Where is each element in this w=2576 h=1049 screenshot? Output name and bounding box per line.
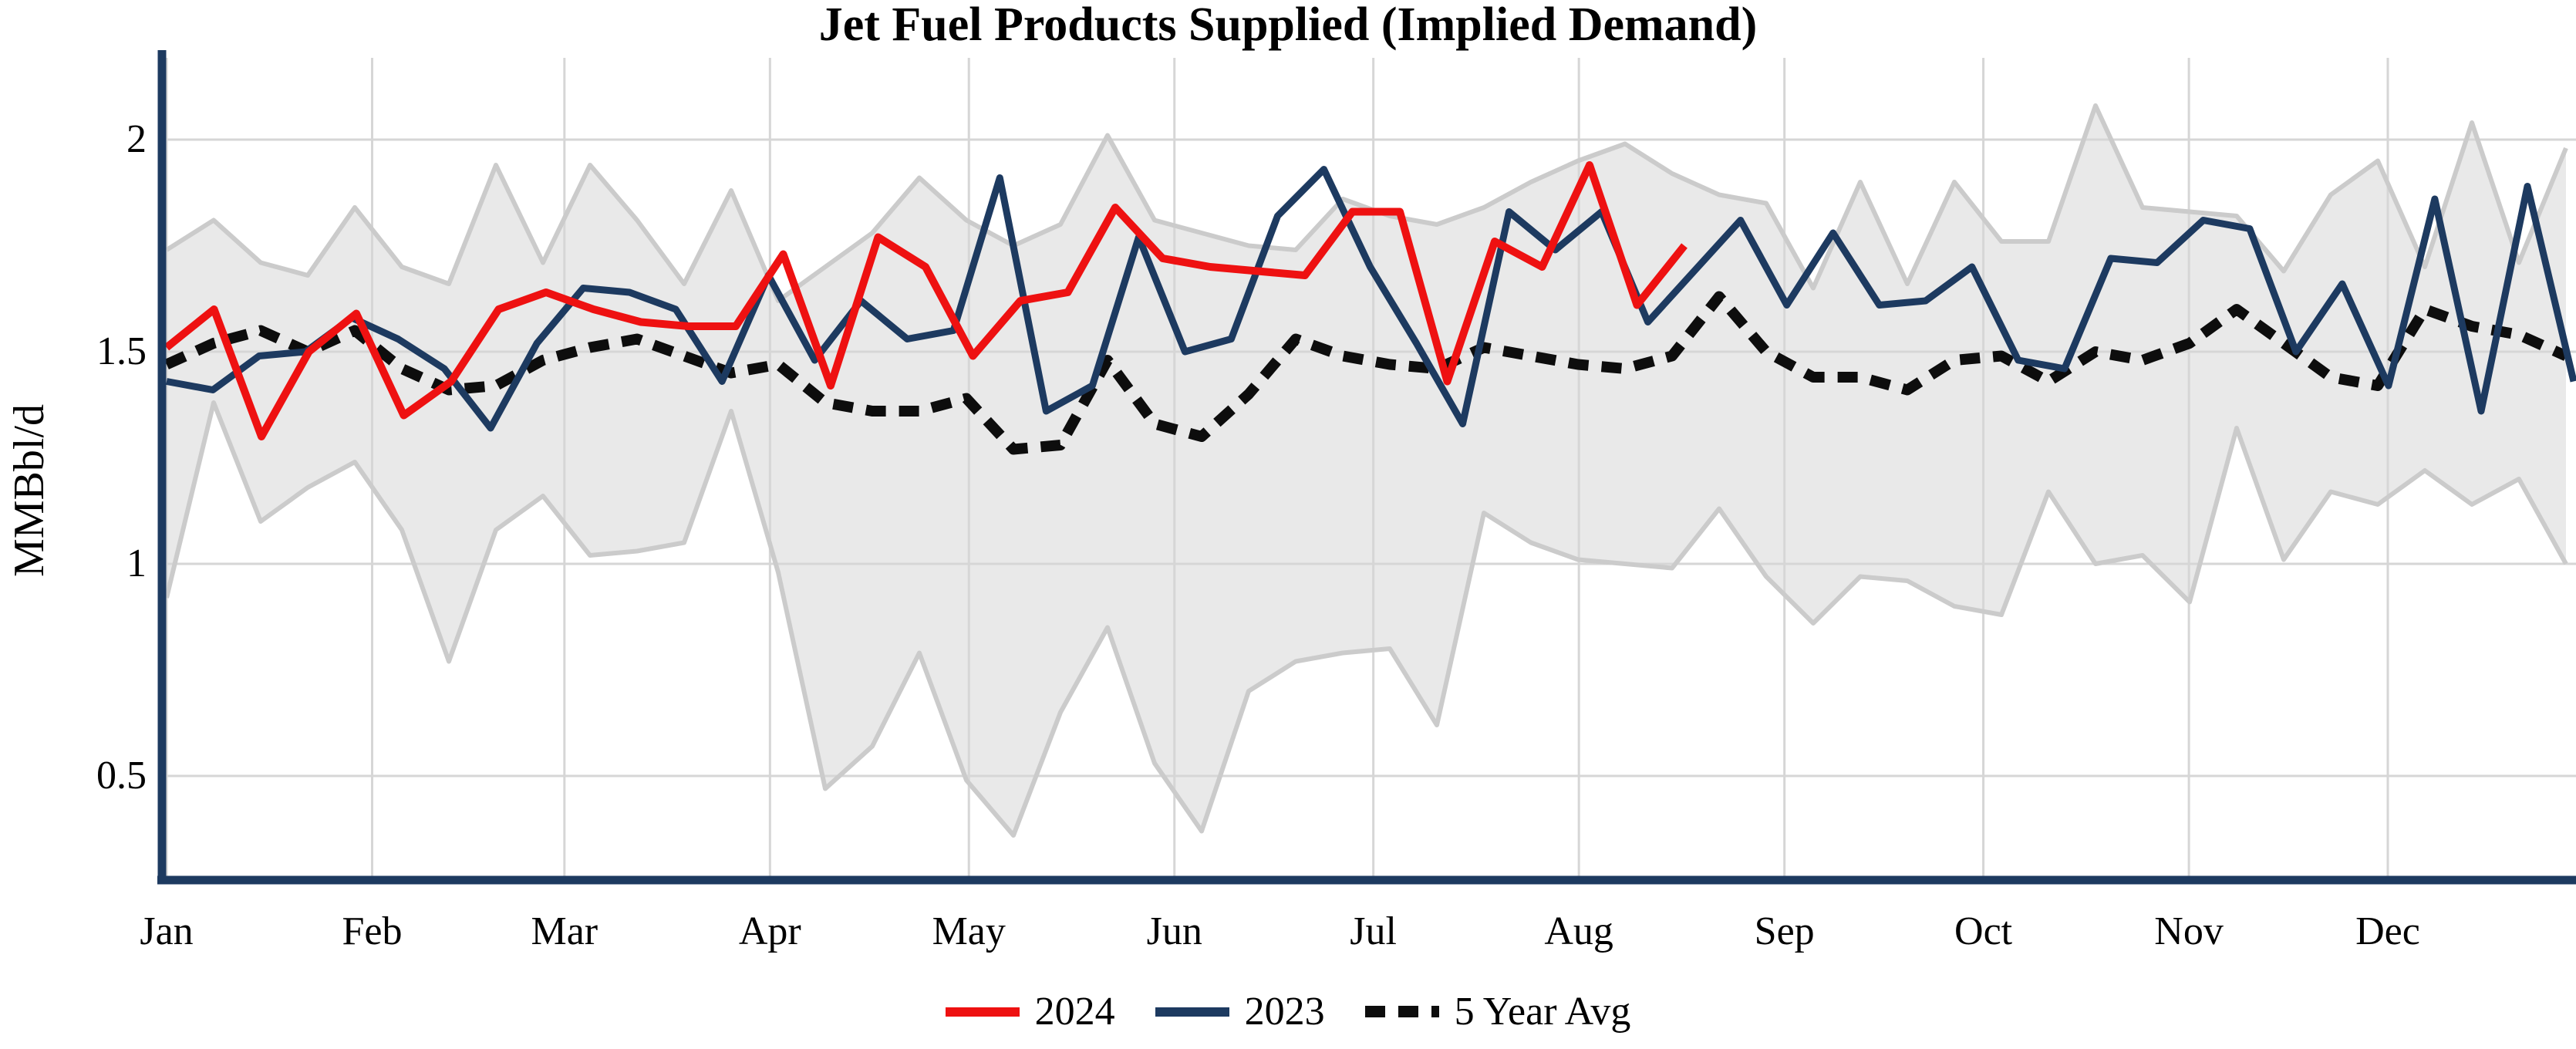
legend-item-5yr-avg: 5 Year Avg — [1364, 989, 1631, 1034]
legend-label-2023: 2023 — [1244, 990, 1325, 1034]
legend-swatch-2023 — [1155, 1007, 1229, 1017]
y-tick-label-1: 1 — [126, 541, 147, 585]
x-tick-label-may: May — [932, 909, 1006, 953]
legend-swatch-5yr-avg — [1364, 1006, 1439, 1017]
x-tick-label-feb: Feb — [342, 909, 403, 953]
y-tick-label-0.5: 0.5 — [96, 754, 147, 798]
y-tick-label-1.5: 1.5 — [96, 329, 147, 373]
legend-swatch-2024 — [945, 1007, 1020, 1017]
data-series-lines — [164, 161, 2576, 455]
legend-item-2023: 2023 — [1155, 989, 1325, 1034]
x-tick-label-nov: Nov — [2154, 909, 2224, 953]
legend-item-2024: 2024 — [945, 989, 1115, 1034]
x-tick-label-oct: Oct — [1954, 909, 2013, 953]
legend: 2024 2023 5 Year Avg — [0, 989, 2576, 1034]
x-tick-label-sep: Sep — [1754, 909, 1815, 953]
five-year-range-band-edges — [164, 103, 2568, 838]
x-tick-label-aug: Aug — [1544, 909, 1613, 953]
x-tick-label-dec: Dec — [2355, 909, 2420, 953]
axis-spines — [157, 50, 2576, 885]
chart-title: Jet Fuel Products Supplied (Implied Dema… — [818, 0, 1758, 51]
legend-label-2024: 2024 — [1034, 990, 1115, 1034]
legend-label-5yr-avg: 5 Year Avg — [1454, 990, 1631, 1034]
x-tick-label-apr: Apr — [738, 909, 801, 953]
x-tick-label-jan: Jan — [140, 909, 194, 953]
x-tick-label-mar: Mar — [531, 909, 598, 953]
y-tick-label-2: 2 — [126, 117, 147, 161]
x-tick-label-jul: Jul — [1350, 909, 1397, 953]
x-tick-label-jun: Jun — [1146, 909, 1202, 953]
